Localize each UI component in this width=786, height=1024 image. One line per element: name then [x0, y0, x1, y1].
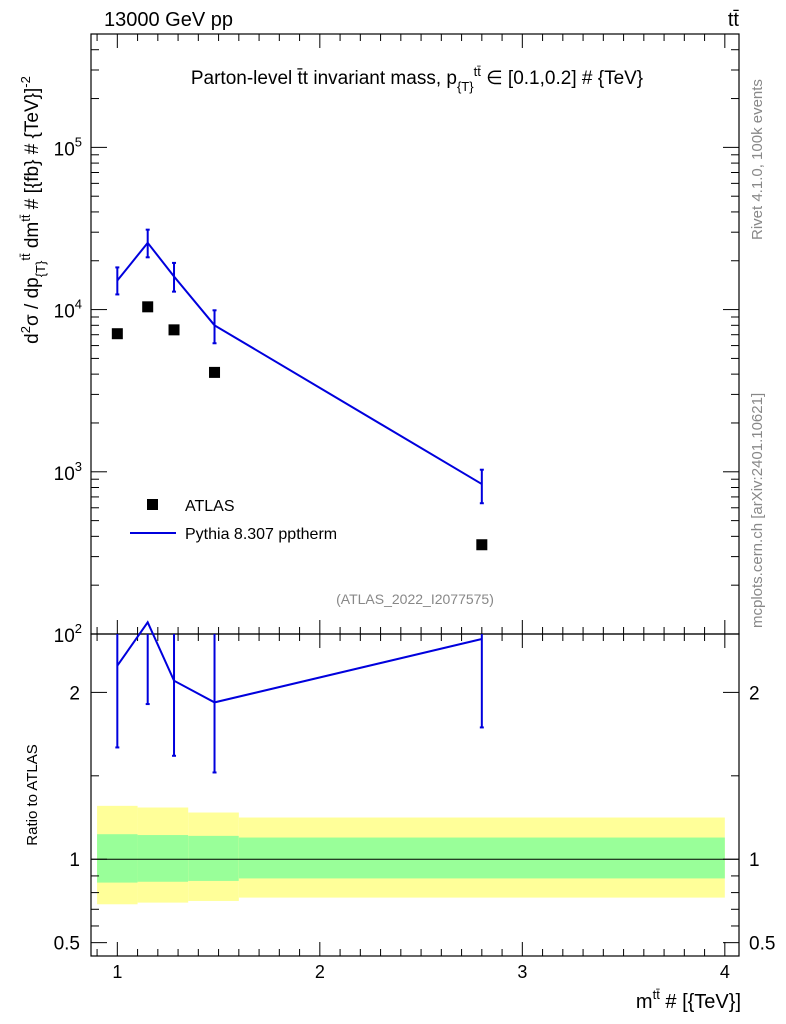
ratio-y-tick-label-left: 0.5 [54, 934, 80, 955]
title-tail: ∈ [0.1,0.2] # {TeV} [481, 68, 643, 89]
green-band-segment [188, 835, 239, 881]
ratio-y-tick-label-left: 2 [69, 683, 80, 704]
ratio-bands [97, 805, 725, 905]
x-tick-label: 2 [315, 962, 325, 982]
title-sup: tt̄ [474, 64, 482, 79]
ylabel-d: d [22, 333, 43, 344]
main-y-tick-label: 105 [54, 134, 82, 160]
plot-title: Parton-level t̄t invariant mass, p{T}tt̄… [191, 64, 643, 94]
ylabel-sigma: σ / dp [22, 277, 43, 326]
xlabel-sup: tt̄ [653, 987, 661, 1002]
x-tick-label: 3 [517, 962, 527, 982]
tick-exponent: 2 [75, 621, 82, 636]
mcplots-label: mcplots.cern.ch [arXiv:2401.10621] [749, 393, 766, 628]
ylabel-sup-tt2: tt̄ [18, 214, 33, 222]
tick-exponent: 4 [75, 297, 82, 312]
x-tick-label: 1 [112, 962, 122, 982]
atlas-data-point [476, 539, 488, 551]
xlabel-units: # [{TeV}] [660, 991, 741, 1013]
green-band-segment [238, 837, 725, 879]
green-band-segment [137, 835, 189, 882]
atlas-data-point [209, 366, 221, 378]
tick-base: 10 [54, 626, 75, 647]
ylabel-sup-tt1: tt̄ [18, 253, 33, 261]
ratio-plot-frame [90, 633, 740, 957]
tick-exponent: 5 [75, 134, 82, 149]
legend-atlas-marker [147, 499, 158, 510]
ratio-y-tick-label-right: 1 [749, 850, 760, 871]
green-band-segment [97, 834, 138, 883]
ratio-y-tick-label-left: 1 [69, 850, 80, 871]
header-energy: 13000 GeV pp [104, 9, 233, 31]
legend-atlas-label: ATLAS [185, 498, 235, 515]
title-sub: {T} [457, 79, 474, 94]
tick-base: 10 [54, 302, 75, 323]
ylabel-sub-t: {T} [33, 260, 48, 277]
ratio-y-tick-label-right: 0.5 [749, 934, 775, 955]
ratio-y-axis-label: Ratio to ATLAS [24, 744, 41, 845]
tick-base: 10 [54, 464, 75, 485]
x-tick-label: 4 [720, 962, 730, 982]
main-y-tick-label: 103 [54, 459, 82, 485]
atlas-data-point [142, 301, 154, 313]
main-plot-frame [90, 33, 740, 635]
x-axis-label: mtt̄ # [{TeV}] [636, 987, 741, 1013]
tick-base: 10 [54, 139, 75, 160]
main-y-tick-label: 104 [54, 297, 82, 323]
ylabel-sup-2: 2 [18, 326, 33, 333]
tick-exponent: 3 [75, 459, 82, 474]
pythia-line [116, 241, 483, 485]
ylabel-dm: dm [22, 222, 43, 254]
series-group [111, 228, 488, 774]
ylabel-units: # [{fb} # {TeV}] [22, 88, 43, 215]
atlas-data-point [111, 328, 123, 340]
analysis-watermark: (ATLAS_2022_I2077575) [336, 591, 494, 607]
legend-pythia-label: Pythia 8.307 pptherm [185, 526, 337, 543]
atlas-data-point [168, 324, 180, 336]
ylabel-sup-minus2: -2 [18, 76, 33, 88]
rivet-version-label: Rivet 4.1.0, 100k events [749, 79, 766, 240]
header-process: tt̄ [728, 9, 740, 31]
title-main: Parton-level t̄t invariant mass, p [191, 68, 457, 89]
ratio-y-tick-label-right: 2 [749, 683, 760, 704]
main-y-axis-label: d2σ / dp{T}tt̄ dmtt̄ # [{fb} # {TeV}]-2 [18, 76, 48, 344]
main-y-tick-label: 102 [54, 621, 82, 647]
xlabel-m: m [636, 991, 653, 1013]
